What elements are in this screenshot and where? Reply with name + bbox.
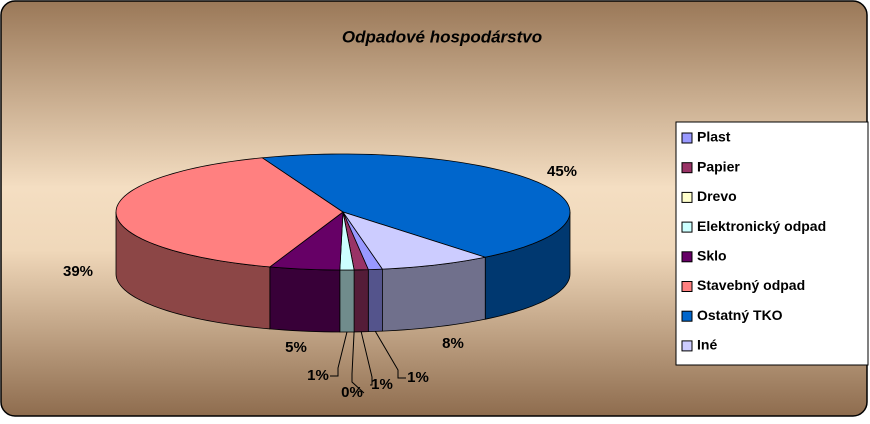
- data-label: 8%: [442, 335, 464, 352]
- legend-label: Sklo: [697, 248, 727, 264]
- slice: [342, 211, 486, 270]
- legend-label: Drevo: [697, 188, 737, 204]
- data-label: 5%: [285, 339, 307, 356]
- legend-label: Elektronický odpad: [697, 218, 826, 234]
- slice-side: [353, 269, 369, 333]
- data-label: 0%: [341, 384, 363, 401]
- legend-label: Papier: [697, 158, 740, 174]
- legend-swatch: [681, 162, 693, 174]
- leader-line: [351, 331, 365, 394]
- slice-side: [339, 269, 355, 333]
- legend-swatch: [681, 281, 693, 292]
- legend-swatch: [681, 340, 693, 352]
- slice: [268, 211, 344, 271]
- legend-label: Ostatný TKO: [697, 307, 783, 323]
- legend-swatch: [681, 221, 693, 233]
- slice: [261, 153, 571, 258]
- data-label: 39%: [63, 263, 93, 280]
- data-label: 1%: [307, 367, 329, 384]
- chart-title: Odpadové hospodárstvo: [342, 27, 542, 46]
- legend-label: Iné: [697, 337, 717, 353]
- leader-line: [360, 331, 373, 386]
- data-label: 1%: [371, 376, 393, 393]
- slice-side: [269, 266, 341, 333]
- legend-label: Stavebný odpad: [697, 277, 805, 293]
- slice-side: [367, 268, 383, 333]
- legend-swatch: [681, 191, 693, 203]
- slice: [115, 157, 344, 268]
- data-label: 45%: [547, 163, 577, 180]
- legend: [675, 121, 869, 366]
- data-label: 1%: [407, 369, 429, 386]
- legend-swatch: [681, 251, 693, 263]
- leader-line: [330, 331, 348, 377]
- legend-label: Plast: [697, 129, 731, 145]
- legend-swatch: [681, 310, 693, 322]
- leader-line: [374, 331, 406, 379]
- legend-swatch: [681, 132, 693, 144]
